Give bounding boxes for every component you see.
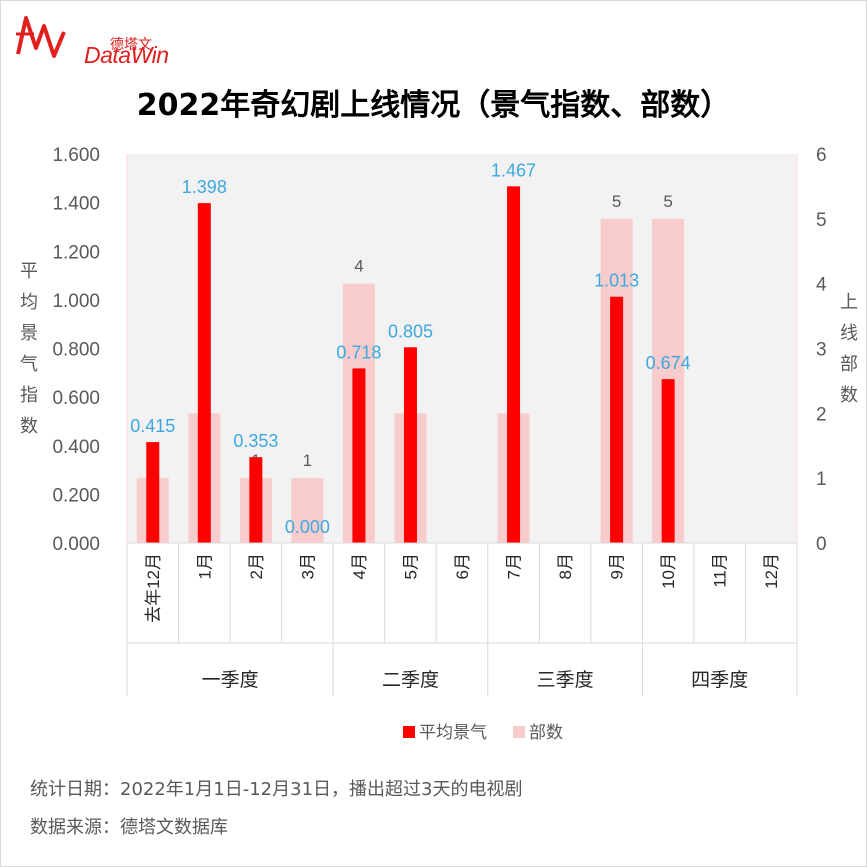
- bar-secondary-label: 5: [612, 192, 621, 211]
- left-tick-label: 0.600: [52, 388, 100, 409]
- axis-label-char: 指: [20, 385, 38, 406]
- left-axis-label: 平均景气指数: [18, 256, 40, 442]
- plot-area: [127, 154, 797, 543]
- axis-label-char: 平: [20, 261, 38, 282]
- category-label: 1月: [195, 553, 214, 579]
- footer-source: 数据来源：德塔文数据库: [30, 817, 228, 838]
- category-label: 11月: [711, 553, 730, 588]
- bar-primary: [507, 186, 521, 543]
- logo-name-en: DataWin: [84, 42, 169, 68]
- bar-primary-label: 0.674: [646, 353, 691, 373]
- category-label: 2月: [247, 553, 266, 579]
- left-tick-label: 0.200: [52, 485, 100, 506]
- category-label: 5月: [401, 553, 420, 579]
- right-tick-label: 6: [816, 145, 827, 166]
- group-label: 三季度: [537, 669, 594, 691]
- chart-title: 2022年奇幻剧上线情况（景气指数、部数）: [136, 88, 731, 123]
- datawin-logo: 德塔文 DataWin: [14, 12, 169, 68]
- bar-secondary: [291, 478, 324, 543]
- axis-label-char: 均: [20, 292, 38, 313]
- bar-primary-label: 0.353: [233, 431, 278, 451]
- bar-primary: [352, 368, 366, 543]
- axis-label-char: 数: [840, 385, 858, 406]
- group-label: 四季度: [691, 669, 748, 691]
- category-label: 7月: [505, 553, 524, 579]
- bar-secondary-label: 1: [303, 451, 312, 470]
- bar-primary: [610, 296, 624, 543]
- left-tick-label: 0.400: [52, 437, 100, 458]
- right-tick-label: 4: [816, 275, 827, 296]
- group-label: 一季度: [202, 669, 259, 691]
- axis-label-char: 线: [840, 323, 858, 344]
- bar-primary-label: 1.467: [491, 160, 536, 180]
- bar-primary-label: 0.000: [285, 517, 330, 537]
- right-tick-label: 5: [816, 210, 827, 231]
- right-tick-label: 1: [816, 469, 827, 490]
- category-label: 10月: [659, 553, 678, 589]
- axis-label-char: 部: [840, 354, 858, 375]
- right-tick-label: 3: [816, 340, 827, 361]
- bar-primary-label: 1.398: [182, 177, 227, 197]
- bar-primary: [146, 442, 160, 543]
- left-tick-label: 1.600: [52, 145, 100, 166]
- right-tick-label: 2: [816, 404, 827, 425]
- bar-primary-label: 0.718: [336, 342, 381, 362]
- group-label: 二季度: [382, 669, 439, 691]
- category-label: 6月: [453, 553, 472, 579]
- axis-label-char: 景: [20, 323, 38, 344]
- bar-primary: [249, 457, 263, 543]
- category-label: 9月: [608, 553, 627, 579]
- datawin-logo-icon: [16, 16, 66, 58]
- footer-stat-date: 统计日期：2022年1月1日-12月31日，播出超过3天的电视剧: [30, 779, 523, 800]
- bar-primary: [403, 347, 417, 543]
- bar-secondary-label: 5: [663, 192, 672, 211]
- bar-primary: [661, 379, 675, 543]
- left-tick-label: 1.400: [52, 194, 100, 215]
- left-tick-label: 0.800: [52, 340, 100, 361]
- category-label: 12月: [762, 553, 781, 589]
- left-tick-label: 0.000: [52, 534, 100, 555]
- category-label: 8月: [556, 553, 575, 579]
- left-tick-label: 1.200: [52, 242, 100, 263]
- category-label: 去年12月: [144, 553, 163, 623]
- right-tick-label: 0: [816, 534, 827, 555]
- category-label: 4月: [350, 553, 369, 579]
- bar-primary-label: 0.805: [388, 321, 433, 341]
- category-label: 3月: [298, 553, 317, 579]
- legend-label-secondary: 部数: [529, 723, 563, 742]
- left-tick-label: 1.000: [52, 291, 100, 312]
- legend-swatch-secondary: [513, 726, 525, 738]
- bar-primary-label: 0.415: [130, 416, 175, 436]
- right-axis-label: 上线部数: [838, 287, 860, 411]
- logo-name-cn: 德塔文: [110, 37, 152, 53]
- bar-secondary-label: 4: [354, 257, 363, 276]
- axis-label-char: 上: [840, 292, 858, 313]
- bar-primary: [197, 203, 211, 543]
- legend-label-primary: 平均景气: [419, 723, 487, 742]
- legend-swatch-primary: [403, 726, 415, 738]
- axis-label-char: 数: [20, 416, 38, 437]
- bar-primary-label: 1.013: [594, 271, 639, 291]
- axis-label-char: 气: [20, 354, 38, 375]
